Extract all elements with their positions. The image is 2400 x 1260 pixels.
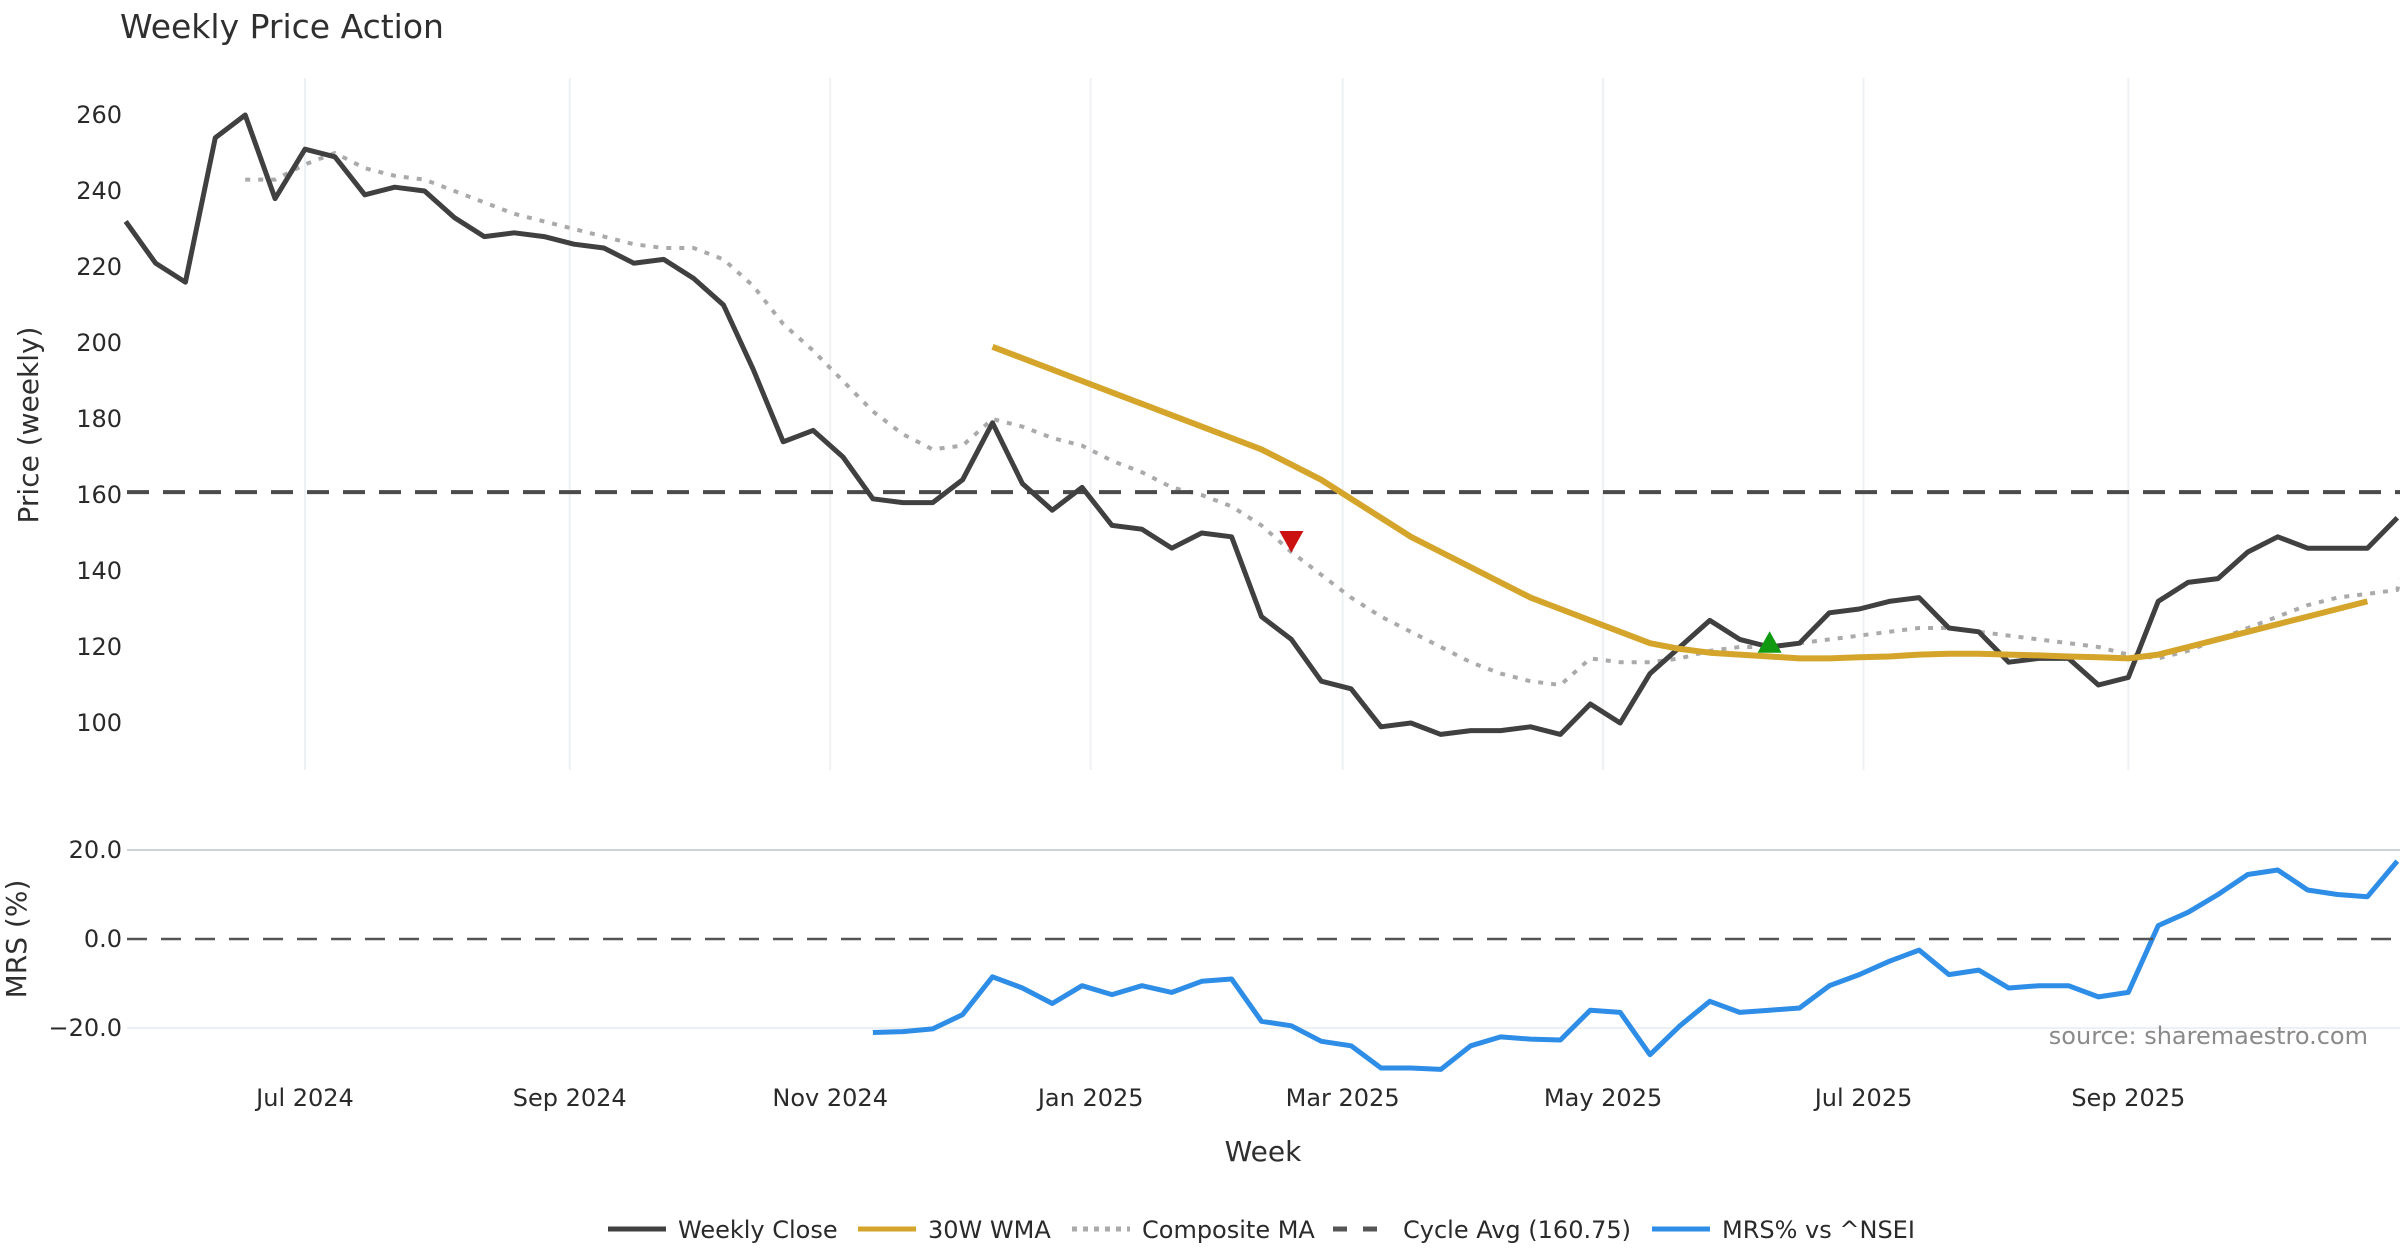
legend-label: Composite MA xyxy=(1142,1216,1315,1244)
legend-label: Cycle Avg (160.75) xyxy=(1403,1216,1631,1244)
composite-ma-line xyxy=(245,151,2400,687)
mrs-series xyxy=(127,859,2400,1072)
x-axis-title: Week xyxy=(1225,1135,1302,1168)
mrs-y-tick-label: 20.0 xyxy=(69,836,122,864)
price-y-tick-label: 200 xyxy=(76,329,122,357)
legend-item: MRS% vs ^NSEI xyxy=(1652,1216,1915,1244)
price-y-tick-label: 180 xyxy=(76,405,122,433)
price-y-tick-label: 140 xyxy=(76,557,122,585)
chart-title: Weekly Price Action xyxy=(120,7,444,46)
x-ticks: Jul 2024 Sep 2024 Nov 2024 Jan 2025 Mar 2025… xyxy=(254,1084,2185,1112)
price-gridlines xyxy=(304,78,2130,770)
legend: Weekly Close 30W WMA Composite MA Cycle Avg… xyxy=(608,1216,1915,1244)
price-y-tick-label: 240 xyxy=(76,177,122,205)
legend-item: Weekly Close xyxy=(608,1216,838,1244)
mrs-y-axis-title: MRS (%) xyxy=(0,880,33,999)
legend-label: Weekly Close xyxy=(678,1216,838,1244)
source-annotation: source: sharemaestro.com xyxy=(2049,1022,2368,1050)
x-tick-label: Sep 2024 xyxy=(513,1084,627,1112)
price-y-tick-label: 260 xyxy=(76,101,122,129)
legend-item: Cycle Avg (160.75) xyxy=(1333,1216,1631,1244)
mrs-y-tick-label: 0.0 xyxy=(84,925,122,953)
price-y-tick-label: 160 xyxy=(76,481,122,509)
price-y-axis-title: Price (weekly) xyxy=(12,327,45,524)
mrs-y-tick-label: −20.0 xyxy=(48,1014,122,1042)
x-tick-label: Nov 2024 xyxy=(772,1084,888,1112)
mrs-y-ticks: 20.0 0.0 −20.0 xyxy=(48,836,122,1042)
buy-signal-marker xyxy=(1757,631,1782,653)
price-y-tick-label: 120 xyxy=(76,633,122,661)
legend-label: 30W WMA xyxy=(928,1216,1051,1244)
mrs-line xyxy=(872,859,2400,1072)
legend-item: 30W WMA xyxy=(858,1216,1051,1244)
legend-item: Composite MA xyxy=(1072,1216,1315,1244)
signal-markers xyxy=(1279,531,1782,653)
sell-signal-marker xyxy=(1279,531,1304,553)
price-y-tick-label: 100 xyxy=(76,709,122,737)
mrs-gridlines xyxy=(127,849,2400,1029)
legend-label: MRS% vs ^NSEI xyxy=(1722,1216,1915,1244)
x-tick-label: Mar 2025 xyxy=(1286,1084,1400,1112)
price-y-tick-label: 220 xyxy=(76,253,122,281)
weekly-close-line xyxy=(123,112,2400,737)
x-tick-label: May 2025 xyxy=(1544,1084,1662,1112)
price-y-ticks: 100 120 140 160 180 200 220 240 260 xyxy=(76,101,122,737)
price-series xyxy=(123,112,2400,737)
x-tick-label: Jul 2025 xyxy=(1813,1084,1913,1112)
30w-wma-line xyxy=(991,343,2369,662)
x-tick-label: Jul 2024 xyxy=(254,1084,354,1112)
x-tick-label: Jan 2025 xyxy=(1036,1084,1144,1112)
x-tick-label: Sep 2025 xyxy=(2071,1084,2185,1112)
